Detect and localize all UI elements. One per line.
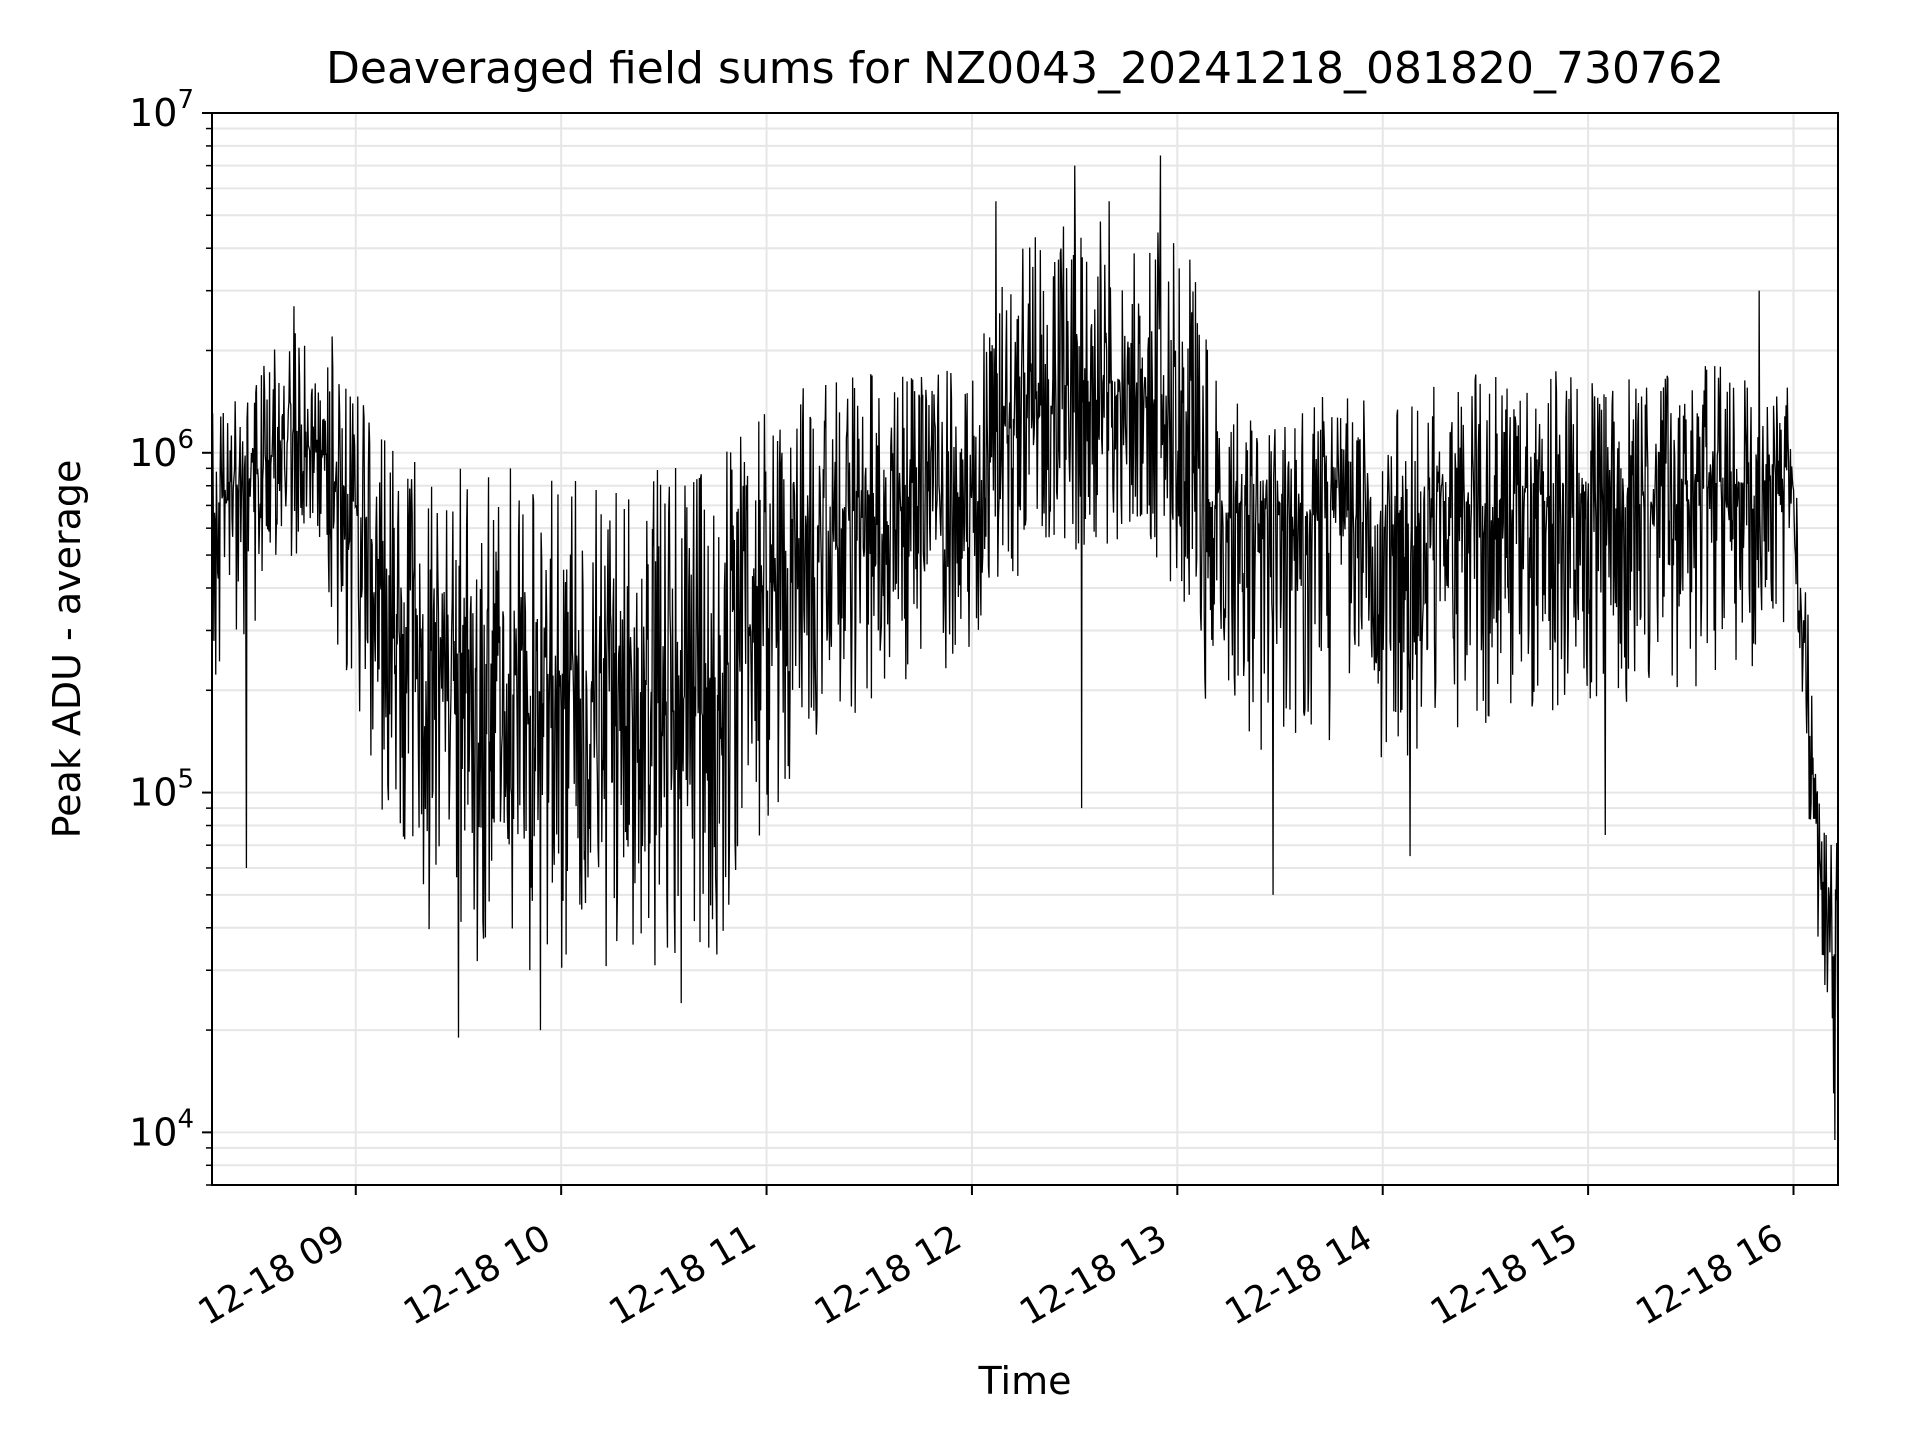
chart-title: Deaveraged field sums for NZ0043_2024121… <box>326 43 1724 94</box>
y-tick-base: 10 <box>129 91 177 135</box>
y-tick-exponent: 4 <box>177 1104 194 1134</box>
plot-area <box>212 155 1838 1140</box>
y-tick-base: 10 <box>129 431 177 475</box>
series-line <box>212 155 1838 1140</box>
x-axis-label: Time <box>978 1359 1072 1403</box>
y-tick-label: 106 <box>129 425 194 475</box>
y-tick-base: 10 <box>129 1110 177 1154</box>
y-axis-label: Peak ADU - average <box>45 460 89 839</box>
y-tick-label: 105 <box>129 765 194 815</box>
y-tick-exponent: 6 <box>177 425 194 455</box>
y-tick-exponent: 5 <box>177 765 194 795</box>
axes-frame <box>211 112 1839 1186</box>
y-tick-label: 104 <box>129 1104 194 1154</box>
y-tick-label: 107 <box>129 85 194 135</box>
series-line-group <box>212 155 1838 1140</box>
y-tick-base: 10 <box>129 771 177 815</box>
y-tick-exponent: 7 <box>177 85 194 115</box>
